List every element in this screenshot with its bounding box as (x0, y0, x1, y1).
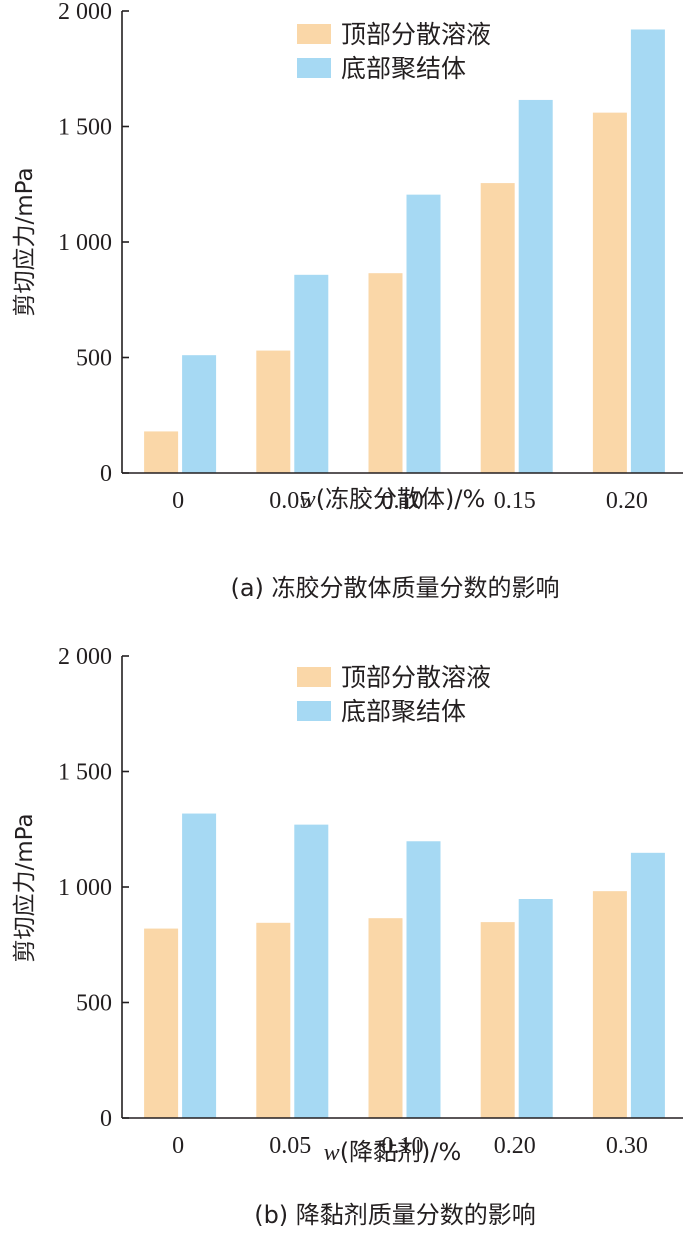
bar-bottom-aggregate-3 (518, 899, 553, 1118)
x-axis-label: w(降黏剂)/% (324, 1138, 462, 1166)
y-axis-label: 剪切应力/mPa (12, 813, 38, 962)
bar-bottom-aggregate-1 (294, 824, 329, 1118)
bar-bottom-aggregate-0 (182, 355, 217, 473)
y-tick-label: 2 000 (58, 0, 112, 25)
bar-bottom-aggregate-0 (182, 813, 217, 1118)
panel-caption: (a) 冻胶分散体质量分数的影响 (230, 574, 559, 602)
bar-top-dispersion-3 (480, 922, 515, 1118)
legend-label-bottom-aggregate: 底部聚结体 (341, 697, 466, 726)
bar-top-dispersion-0 (144, 431, 179, 473)
legend-swatch-top-dispersion (297, 667, 331, 687)
x-tick-label: 0.05 (269, 488, 311, 514)
y-tick-label: 1 500 (58, 760, 112, 786)
panel-caption: (b) 降黏剂质量分数的影响 (254, 1201, 536, 1229)
y-tick-label: 500 (76, 991, 112, 1017)
x-tick-label: 0 (172, 1133, 184, 1159)
legend-label-top-dispersion: 顶部分散溶液 (341, 663, 491, 692)
x-tick-label: 0.20 (494, 1133, 536, 1159)
y-axis-label: 剪切应力/mPa (12, 167, 38, 316)
bar-top-dispersion-2 (368, 918, 403, 1118)
x-tick-label: 0.10 (382, 488, 424, 514)
bar-top-dispersion-4 (592, 891, 627, 1118)
x-axis-label-rest: (降黏剂)/% (340, 1138, 462, 1166)
x-tick-label: 0.30 (606, 1133, 648, 1159)
bar-top-dispersion-1 (256, 922, 291, 1118)
x-axis-variable: w (324, 1140, 340, 1166)
y-tick-label: 0 (100, 1106, 112, 1132)
bar-bottom-aggregate-2 (406, 841, 441, 1118)
bar-bottom-aggregate-3 (518, 99, 553, 473)
y-tick-label: 1 000 (58, 875, 112, 901)
bar-top-dispersion-2 (368, 273, 403, 473)
bar-top-dispersion-1 (256, 350, 291, 473)
bar-top-dispersion-4 (592, 112, 627, 473)
x-tick-label: 0.15 (494, 488, 536, 514)
y-tick-label: 2 000 (58, 644, 112, 670)
bar-bottom-aggregate-4 (630, 29, 665, 473)
x-tick-label: 0.20 (606, 488, 648, 514)
bar-bottom-aggregate-1 (294, 274, 329, 473)
y-tick-label: 1 500 (58, 115, 112, 141)
x-tick-label: 0.05 (269, 1133, 311, 1159)
legend-swatch-top-dispersion (297, 24, 331, 44)
legend-label-bottom-aggregate: 底部聚结体 (341, 54, 466, 83)
legend-swatch-bottom-aggregate (297, 58, 331, 78)
x-tick-label: 0 (172, 488, 184, 514)
bar-bottom-aggregate-4 (630, 852, 665, 1118)
bar-top-dispersion-0 (144, 928, 179, 1118)
bar-top-dispersion-3 (480, 183, 515, 473)
chart-b: 0 500 1 000 1 500 2 000 0 0.05 0.10 0.20 0.30 剪切应力… (12, 644, 683, 1229)
y-tick-label: 0 (100, 461, 112, 487)
legend-label-top-dispersion: 顶部分散溶液 (341, 20, 491, 49)
legend-swatch-bottom-aggregate (297, 701, 331, 721)
x-axis-label: w(冻胶分散体)/% (300, 485, 486, 513)
y-tick-label: 1 000 (58, 230, 112, 256)
x-axis-variable: w (300, 487, 316, 513)
x-axis-label-rest: (冻胶分散体)/% (316, 485, 486, 513)
chart-a: 0 500 1 000 1 500 2 000 0 0.05 0.10 0.15 0.20 剪切应力… (12, 0, 683, 602)
bar-bottom-aggregate-2 (406, 194, 441, 473)
x-tick-label: 0.10 (382, 1133, 424, 1159)
y-tick-label: 500 (76, 346, 112, 372)
